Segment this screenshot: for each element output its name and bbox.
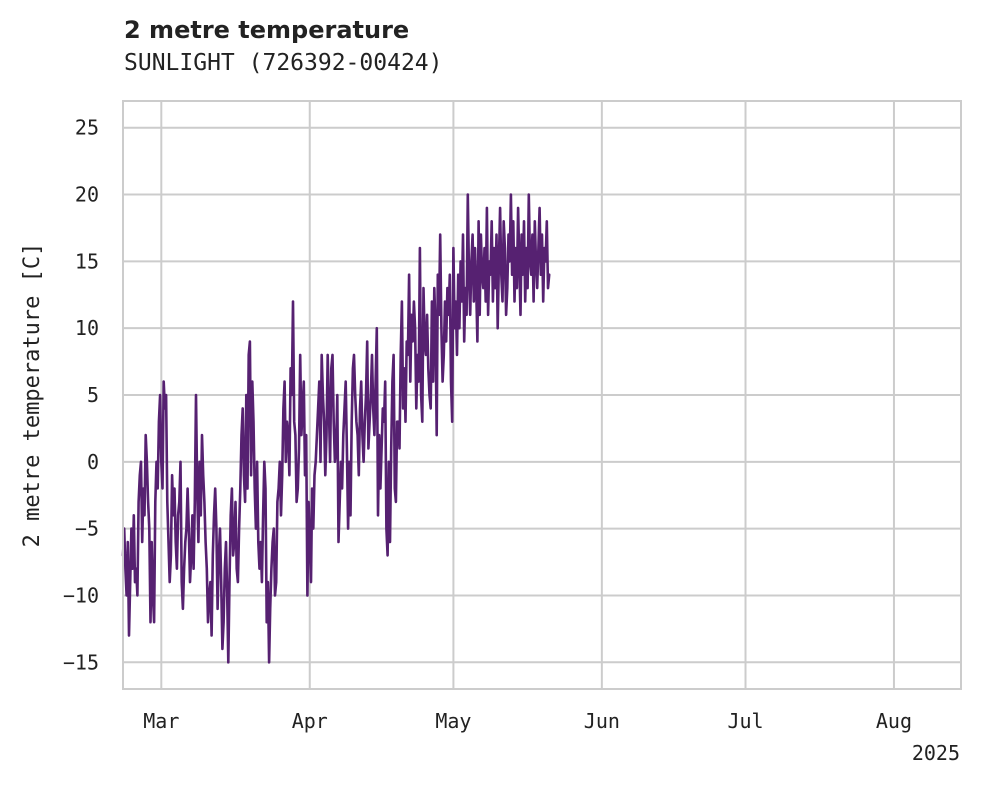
y-tick-label: 0 [87, 450, 99, 474]
y-tick-label: 15 [75, 249, 99, 273]
x-tick-label: Jul [727, 709, 763, 733]
y-tick-label: 20 [75, 183, 99, 207]
plot-frame [122, 100, 962, 690]
x-tick-label: Mar [143, 709, 179, 733]
chart-title: 2 metre temperature [124, 16, 410, 44]
y-tick-label: 5 [87, 383, 99, 407]
y-tick-label: −15 [63, 650, 99, 674]
y-tick-label: −5 [75, 517, 99, 541]
x-tick-label: Aug [876, 709, 912, 733]
x-axis-year-label: 2025 [912, 741, 960, 765]
y-tick-label: 10 [75, 316, 99, 340]
y-tick-label: 25 [75, 116, 99, 140]
chart-subtitle: SUNLIGHT (726392-00424) [124, 50, 443, 76]
x-tick-label: Jun [584, 709, 620, 733]
y-tick-label: −10 [63, 583, 99, 607]
x-axis-ticks: Mar Apr May Jun Jul Aug [143, 709, 912, 733]
temperature-series-line [121, 193, 551, 664]
y-axis-label: 2 metre temperature [C] [20, 243, 45, 548]
x-tick-label: Apr [292, 709, 328, 733]
y-axis-ticks: −15 −10 −5 0 5 10 15 20 25 [63, 116, 99, 675]
x-tick-label: May [435, 709, 471, 733]
series-layer [121, 193, 551, 664]
